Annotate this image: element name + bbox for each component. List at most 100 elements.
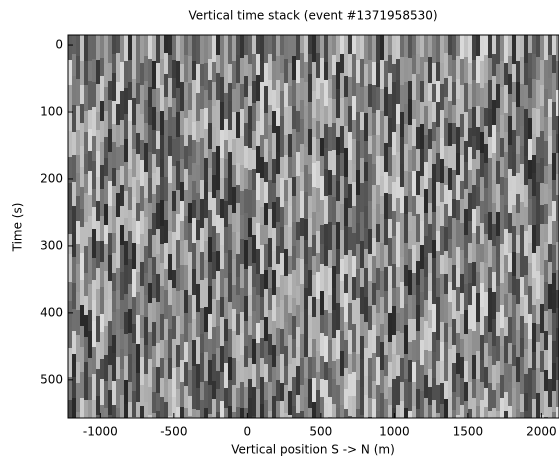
image-cell — [300, 172, 304, 191]
image-cell — [452, 199, 456, 218]
image-cell — [184, 290, 188, 313]
image-cell — [380, 214, 384, 243]
image-cell — [248, 237, 252, 266]
image-cell — [132, 177, 136, 197]
image-cell — [536, 200, 540, 224]
image-cell — [504, 392, 508, 411]
image-cell — [392, 155, 396, 182]
image-cell — [492, 272, 496, 292]
image-cell — [412, 319, 416, 340]
image-cell — [128, 231, 132, 259]
image-cell — [552, 153, 556, 180]
image-cell — [104, 408, 108, 418]
image-cell — [68, 234, 72, 254]
image-cell — [356, 223, 360, 244]
image-cell — [312, 297, 316, 317]
image-cell — [268, 334, 272, 355]
image-cell — [536, 246, 540, 271]
image-cell — [296, 111, 300, 132]
image-cell — [528, 286, 532, 314]
image-cell — [232, 385, 236, 412]
image-cell — [116, 241, 120, 268]
image-cell — [204, 35, 208, 63]
image-cell — [500, 35, 504, 61]
image-cell — [508, 272, 512, 293]
image-cell — [432, 164, 436, 184]
image-cell — [364, 268, 368, 297]
image-cell — [232, 139, 236, 165]
image-cell — [100, 314, 104, 332]
image-cell — [276, 246, 280, 264]
image-cell — [384, 143, 388, 172]
image-cell — [176, 161, 180, 190]
image-cell — [296, 132, 300, 152]
image-cell — [292, 35, 296, 56]
image-cell — [272, 159, 276, 183]
image-cell — [108, 152, 112, 181]
image-cell — [84, 85, 88, 111]
image-cell — [368, 229, 372, 254]
image-cell — [404, 304, 408, 325]
image-cell — [524, 207, 528, 231]
image-cell — [188, 135, 192, 156]
image-cell — [428, 328, 432, 351]
image-cell — [472, 185, 476, 209]
image-cell — [168, 280, 172, 305]
image-cell — [388, 176, 392, 194]
image-cell — [276, 401, 280, 418]
image-cell — [520, 184, 524, 202]
image-cell — [152, 346, 156, 367]
image-cell — [516, 35, 520, 61]
image-cell — [276, 174, 280, 197]
image-cell — [184, 313, 188, 342]
image-cell — [512, 102, 516, 130]
image-cell — [320, 156, 324, 176]
image-cell — [212, 127, 216, 152]
image-cell — [520, 357, 524, 376]
image-cell — [520, 106, 524, 126]
image-cell — [300, 334, 304, 358]
image-cell — [336, 118, 340, 137]
image-cell — [344, 389, 348, 409]
image-cell — [516, 279, 520, 304]
image-cell — [460, 405, 464, 418]
image-cell — [456, 311, 460, 333]
image-cell — [328, 35, 332, 58]
image-cell — [376, 268, 380, 290]
image-cell — [220, 77, 224, 102]
image-cell — [420, 149, 424, 176]
image-cell — [476, 244, 480, 272]
image-cell — [144, 273, 148, 295]
image-cell — [516, 82, 520, 107]
image-cell — [468, 221, 472, 243]
image-cell — [80, 347, 84, 372]
image-cell — [156, 302, 160, 325]
image-cell — [388, 405, 392, 418]
image-cell — [108, 63, 112, 81]
image-cell — [500, 244, 504, 264]
image-cell — [404, 379, 408, 408]
image-cell — [136, 315, 140, 344]
image-cell — [164, 35, 168, 53]
image-cell — [148, 59, 152, 87]
image-cell — [184, 216, 188, 240]
image-cell — [296, 366, 300, 395]
image-cell — [84, 111, 88, 132]
image-cell — [468, 382, 472, 409]
image-cell — [180, 111, 184, 135]
image-cell — [432, 304, 436, 332]
image-cell — [356, 380, 360, 409]
image-cell — [520, 225, 524, 251]
image-cell — [352, 277, 356, 300]
image-cell — [100, 142, 104, 165]
image-cell — [68, 254, 72, 282]
image-cell — [428, 387, 432, 405]
image-cell — [100, 58, 104, 76]
image-cell — [224, 64, 228, 93]
image-cell — [300, 119, 304, 144]
image-cell — [548, 262, 552, 284]
image-cell — [176, 240, 180, 268]
image-cell — [164, 319, 168, 340]
image-cell — [472, 312, 476, 331]
image-cell — [440, 322, 444, 342]
